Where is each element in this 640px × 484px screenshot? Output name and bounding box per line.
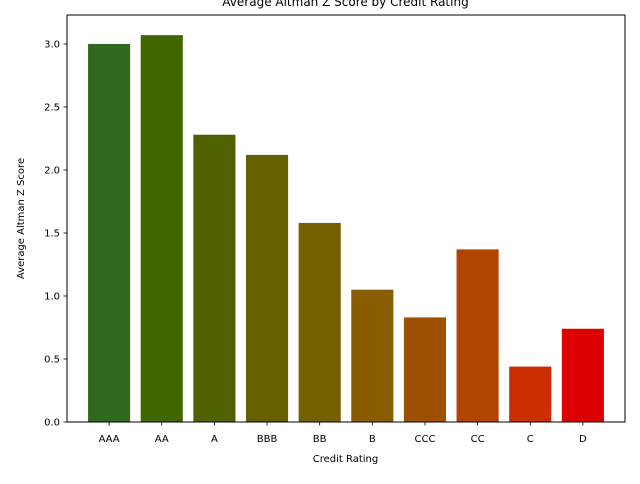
bar-aaa <box>88 43 131 422</box>
x-tick-label: AAA <box>99 434 120 445</box>
y-axis-label: Average Altman Z Score <box>16 158 27 279</box>
x-tick-label: BBB <box>257 434 278 445</box>
x-axis: AAA AA A BBB BB B CCC CC C D <box>99 422 587 445</box>
bar-aa <box>140 35 183 422</box>
y-tick-label: 1.5 <box>44 228 60 239</box>
bar-bb <box>298 222 341 422</box>
x-tick-label: BB <box>313 434 327 445</box>
y-tick-label: 2.5 <box>44 102 60 113</box>
bar-a <box>193 134 236 422</box>
bars-group <box>88 35 604 422</box>
y-tick-label: 3.0 <box>44 39 60 50</box>
y-tick-label: 0.0 <box>44 418 60 429</box>
y-tick-label: 2.0 <box>44 165 60 176</box>
x-tick-label: B <box>369 434 376 445</box>
bar-cc <box>456 249 499 422</box>
bar-bbb <box>245 154 289 422</box>
x-axis-label: Credit Rating <box>313 454 379 465</box>
bar-c <box>509 366 552 422</box>
x-tick-label: CC <box>471 434 485 445</box>
y-axis: 0.0 0.5 1.0 1.5 2.0 2.5 3.0 <box>44 39 67 429</box>
bar-ccc <box>403 317 447 422</box>
bar-b <box>351 289 394 422</box>
bar-d <box>561 328 604 422</box>
x-tick-label: AA <box>155 434 169 445</box>
y-tick-label: 1.0 <box>44 291 60 302</box>
x-tick-label: D <box>579 434 587 445</box>
x-tick-label: C <box>527 434 534 445</box>
y-tick-label: 0.5 <box>44 354 60 365</box>
x-tick-label: A <box>211 434 218 445</box>
plot-frame <box>66 14 626 423</box>
x-tick-label: CCC <box>414 434 435 445</box>
chart-title: Average Altman Z Score by Credit Rating <box>222 0 468 9</box>
